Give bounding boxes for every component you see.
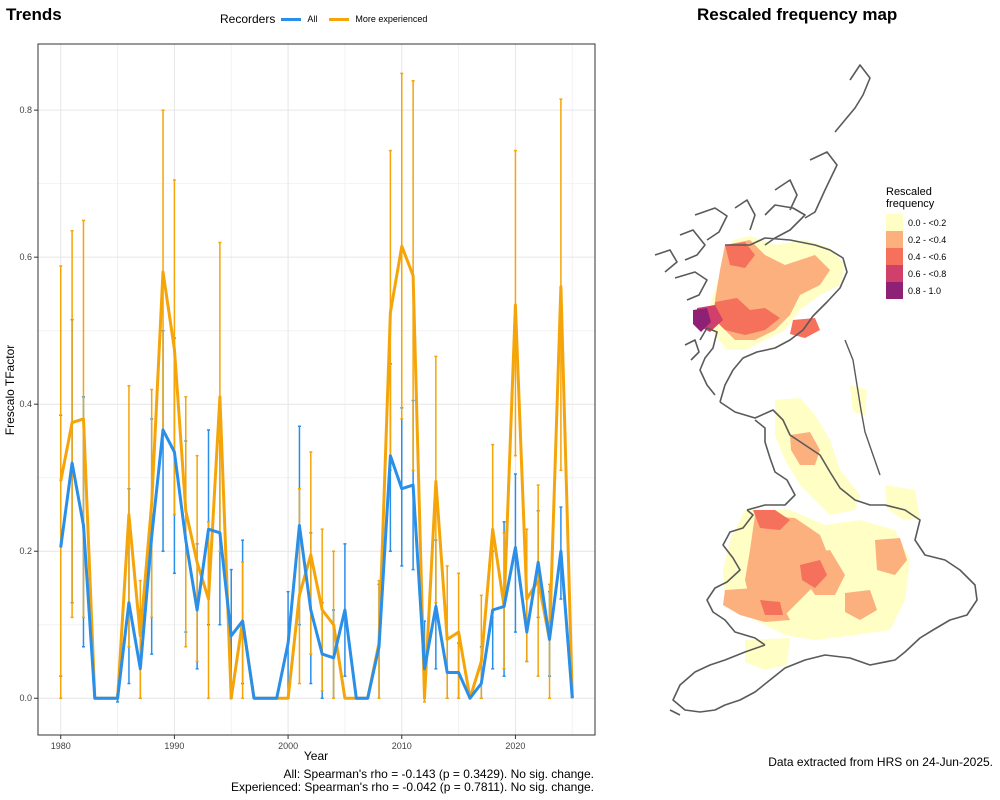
- frequency-cells: [693, 236, 920, 670]
- map-legend-item: 0.8 - 1.0: [886, 282, 946, 299]
- map-legend-item: 0.0 - <0.2: [886, 214, 946, 231]
- y-tick-label: 0.6: [19, 252, 32, 262]
- cells-wales-mid: [745, 515, 830, 615]
- map-legend-swatch: [886, 248, 903, 265]
- plot-border: [37, 43, 596, 736]
- stats-all: All: Spearman's rho = -0.143 (p = 0.3429…: [283, 767, 594, 781]
- y-tick-label: 0.4: [19, 399, 32, 409]
- cells-south-low: [745, 638, 790, 670]
- legend-label-all: All: [307, 14, 318, 24]
- trends-chart: 1980 1990 2000 2010 2020 0.0 0.2 0.4 0.6 0.8 Year…: [3, 43, 596, 763]
- map-legend-item: 0.4 - <0.6: [886, 248, 946, 265]
- y-tick-label: 0.0: [19, 693, 32, 703]
- map-footer: Data extracted from HRS on 24-Jun-2025.: [768, 755, 993, 769]
- map-legend-swatch: [886, 231, 903, 248]
- legend-swatch-experienced: [329, 17, 350, 21]
- y-tick-label: 0.2: [19, 546, 32, 556]
- map-title: Rescaled frequency map: [697, 5, 898, 24]
- cells-southeast-mid: [845, 590, 877, 620]
- cells-east-low: [850, 385, 867, 415]
- x-tick-label: 1990: [164, 741, 184, 751]
- x-tick-label: 2010: [392, 741, 412, 751]
- map-legend-item: 0.6 - <0.8: [886, 265, 946, 282]
- y-axis-label: Frescalo TFactor: [3, 345, 17, 435]
- map-legend-label: 0.8 - 1.0: [908, 285, 942, 296]
- trends-title: Trends: [6, 5, 62, 24]
- cells-wales-high: [753, 510, 790, 530]
- ne-coast-detail: [844, 339, 881, 476]
- chart-grid: [38, 44, 595, 735]
- cells-sw-high: [760, 600, 783, 615]
- stats-experienced: Experienced: Spearman's rho = -0.042 (p …: [231, 780, 594, 794]
- cells-east-mid: [875, 538, 907, 575]
- map-legend-swatch: [886, 214, 903, 231]
- gb-coastline: [654, 64, 978, 716]
- map-legend-label: 0.2 - <0.4: [908, 234, 947, 245]
- legend-swatch-all: [281, 17, 302, 21]
- cells-mid-high: [800, 560, 827, 588]
- recorders-legend: Recorders All More experienced: [220, 12, 427, 26]
- cells-norfolk-low: [885, 485, 920, 520]
- chart-series: [59, 72, 574, 703]
- chart-ticks: 1980 1990 2000 2010 2020 0.0 0.2 0.4 0.6 0.8: [19, 105, 525, 751]
- map-legend-items: 0.0 - <0.2 0.2 - <0.4 0.4 - <0.6 0.6 - <0.8…: [886, 214, 946, 299]
- cells-scotland-north-high: [725, 242, 755, 268]
- series-line-1: [59, 244, 574, 700]
- legend-title: Recorders: [220, 12, 276, 26]
- x-tick-label: 2000: [278, 741, 298, 751]
- map-legend-swatch: [886, 282, 903, 299]
- map-legend-swatch: [886, 265, 903, 282]
- map-legend-item: 0.2 - <0.4: [886, 231, 946, 248]
- gb-map: [654, 64, 978, 716]
- map-legend-label: 0.0 - <0.2: [908, 217, 947, 228]
- x-tick-label: 1980: [51, 741, 71, 751]
- y-tick-label: 0.8: [19, 105, 32, 115]
- legend-label-experienced: More experienced: [355, 14, 428, 24]
- cells-scotland-high: [713, 298, 780, 335]
- series-line-0: [59, 428, 574, 700]
- map-legend: Rescaled frequency 0.0 - <0.2 0.2 - <0.4 0…: [886, 186, 946, 299]
- x-axis-label: Year: [304, 749, 328, 763]
- map-legend-title-1: Rescaled: [886, 186, 932, 198]
- map-legend-title-2: frequency: [886, 198, 935, 210]
- x-tick-label: 2020: [505, 741, 525, 751]
- map-legend-label: 0.6 - <0.8: [908, 268, 947, 279]
- cells-westcoast-max: [693, 308, 711, 332]
- map-legend-label: 0.4 - <0.6: [908, 251, 947, 262]
